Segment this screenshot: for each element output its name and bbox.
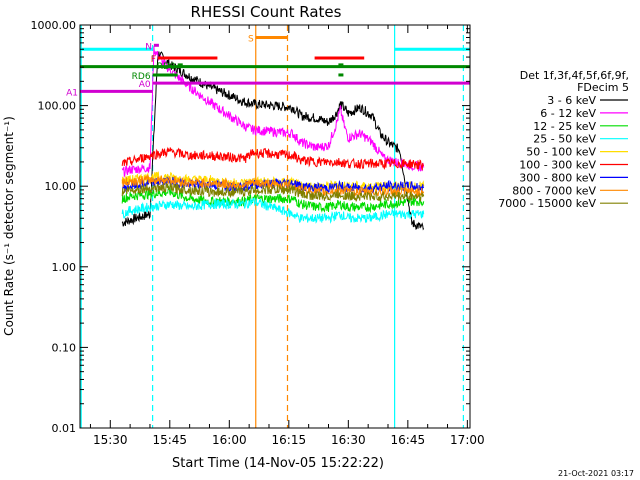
legend-label-4: 50 - 100 keV	[526, 146, 596, 159]
legend-label-3: 25 - 50 keV	[533, 133, 596, 146]
legend-label-1: 6 - 12 keV	[540, 107, 596, 120]
series-line-8	[121, 182, 425, 203]
flag-label-8: A1	[66, 88, 78, 98]
series-line-2	[121, 185, 425, 214]
legend-label-2: 12 - 25 keV	[533, 120, 596, 133]
legend-label-6: 300 - 800 keV	[519, 171, 596, 184]
legend-label-8: 7000 - 15000 keV	[498, 197, 596, 210]
x-axis-ticks: 15:30 15:45 16:00 16:15 16:30 16:45 17:00	[89, 25, 485, 447]
legend-label-0: 3 - 6 keV	[547, 94, 596, 107]
series-line-7	[121, 174, 425, 199]
x-axis-label: Start Time (14-Nov-05 15:22:22)	[172, 456, 384, 471]
y-tick-label-2: 1.00	[52, 261, 77, 274]
x-tick-label-0: 15:30	[93, 433, 128, 447]
y-tick-label-5: 1000.00	[31, 19, 77, 32]
y-axis-label: Count Rate (s⁻¹ detector segment⁻¹)	[2, 116, 16, 336]
x-tick-label-6: 17:00	[450, 433, 485, 447]
legend-header-line-1: Det 1f,3f,4f,5f,6f,9f,	[520, 69, 629, 82]
series-line-5	[121, 146, 424, 171]
legend-header-line-2: FDecim 5	[577, 81, 629, 94]
flag-label-3: F	[151, 55, 156, 65]
y-axis-ticks: 0.01 0.10 1.00 10.00 100.00 1000.00	[31, 19, 470, 435]
flag-bars: SNFRD0RD6A0A1	[66, 34, 470, 98]
flag-label-6: RD6	[132, 72, 151, 82]
x-tick-label-5: 16:45	[391, 433, 426, 447]
y-tick-label-1: 0.10	[52, 341, 77, 354]
y-tick-label-4: 100.00	[38, 100, 77, 113]
flag-label-2: N	[145, 42, 152, 52]
legend-label-5: 100 - 300 keV	[519, 159, 596, 172]
series-line-3	[121, 197, 425, 224]
flag-label-1: S	[248, 34, 254, 44]
x-tick-label-2: 16:00	[212, 433, 247, 447]
x-tick-label-3: 16:15	[272, 433, 307, 447]
x-tick-label-4: 16:30	[331, 433, 366, 447]
y-tick-label-0: 0.01	[52, 422, 77, 435]
x-tick-label-1: 15:45	[152, 433, 187, 447]
legend-label-7: 800 - 7000 keV	[512, 184, 596, 197]
time-markers	[80, 25, 464, 428]
y-tick-label-3: 10.00	[45, 180, 77, 193]
flag-label-7: A0	[139, 80, 151, 90]
generation-timestamp: 21-Oct-2021 03:17	[558, 469, 634, 478]
plot-frame	[79, 24, 471, 429]
legend: Det 1f,3f,4f,5f,6f,9f, FDecim 5 3 - 6 ke…	[498, 69, 629, 210]
chart-title: RHESSI Count Rates	[191, 3, 342, 21]
